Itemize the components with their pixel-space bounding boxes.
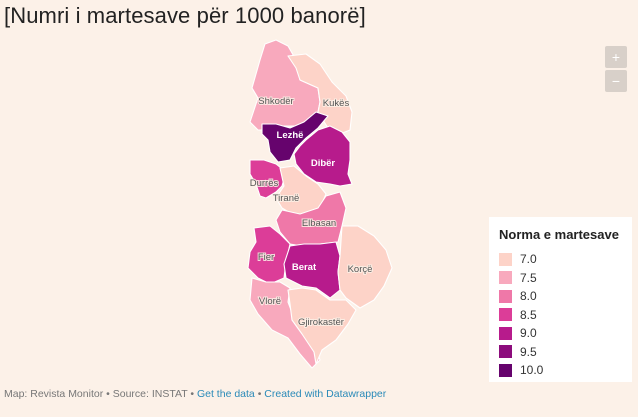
legend-swatch	[499, 252, 512, 266]
legend-value: 9.5	[520, 344, 537, 359]
region-durres[interactable]	[249, 159, 287, 199]
legend-swatch	[499, 271, 512, 285]
region-lezhe[interactable]	[261, 111, 329, 163]
region-elbasan[interactable]	[275, 191, 347, 247]
legend: Norma e martesave 7.0 7.5 8.0 8.5 9.0 9.…	[489, 217, 632, 382]
legend-title: Norma e martesave	[499, 227, 619, 242]
label-vlore: Vlorë	[259, 296, 281, 307]
legend-item: 7.5	[499, 269, 622, 288]
zoom-out-button[interactable]: −	[605, 70, 627, 92]
region-korce[interactable]	[337, 225, 393, 309]
label-fier: Fier	[258, 252, 274, 263]
datawrapper-link[interactable]: Created with Datawrapper	[264, 388, 387, 400]
map-title: [Numri i martesave për 1000 banorë]	[4, 3, 366, 28]
region-shkoder[interactable]	[249, 39, 321, 131]
label-korce: Korçë	[348, 264, 373, 275]
label-gjirokaster: Gjirokastër	[298, 317, 344, 328]
legend-swatch	[499, 289, 512, 303]
label-durres: Durrës	[250, 178, 279, 189]
legend-value: 9.0	[520, 326, 537, 341]
legend-item: 10.0	[499, 361, 622, 380]
label-diber: Dibër	[311, 158, 336, 169]
region-diber[interactable]	[293, 125, 353, 187]
legend-swatch	[499, 345, 512, 359]
legend-swatch	[499, 308, 512, 322]
get-data-link[interactable]: Get the data	[196, 388, 255, 400]
legend-item: 8.5	[499, 306, 622, 325]
label-elbasan: Elbasan	[302, 218, 336, 229]
label-berat: Berat	[292, 262, 317, 273]
legend-swatch	[499, 326, 512, 340]
map-credit: Map: Revista Monitor	[4, 388, 104, 400]
footer: Map: Revista Monitor • Source: INSTAT • …	[4, 388, 386, 400]
legend-swatch	[499, 363, 512, 377]
legend-item: 9.0	[499, 324, 622, 343]
legend-value: 8.0	[520, 289, 537, 304]
label-tirane: Tiranë	[273, 193, 300, 204]
region-gjirokaster[interactable]	[287, 287, 357, 365]
zoom-in-button[interactable]: +	[605, 46, 627, 68]
footer-separator: •	[106, 388, 110, 400]
label-shkoder: Shkodër	[258, 96, 293, 107]
legend-item: 7.0	[499, 250, 622, 269]
label-lezhe: Lezhë	[277, 130, 304, 141]
legend-item: 8.0	[499, 287, 622, 306]
legend-item: 9.5	[499, 343, 622, 362]
legend-value: 7.5	[520, 270, 537, 285]
legend-value: 7.0	[520, 252, 537, 267]
legend-value: 10.0	[520, 363, 544, 378]
source-credit: Source: INSTAT	[112, 388, 188, 400]
footer-separator: •	[257, 388, 262, 400]
region-fier[interactable]	[247, 225, 291, 285]
legend-value: 8.5	[520, 307, 537, 322]
label-kukes: Kukës	[323, 98, 350, 109]
footer-separator: •	[190, 388, 195, 400]
